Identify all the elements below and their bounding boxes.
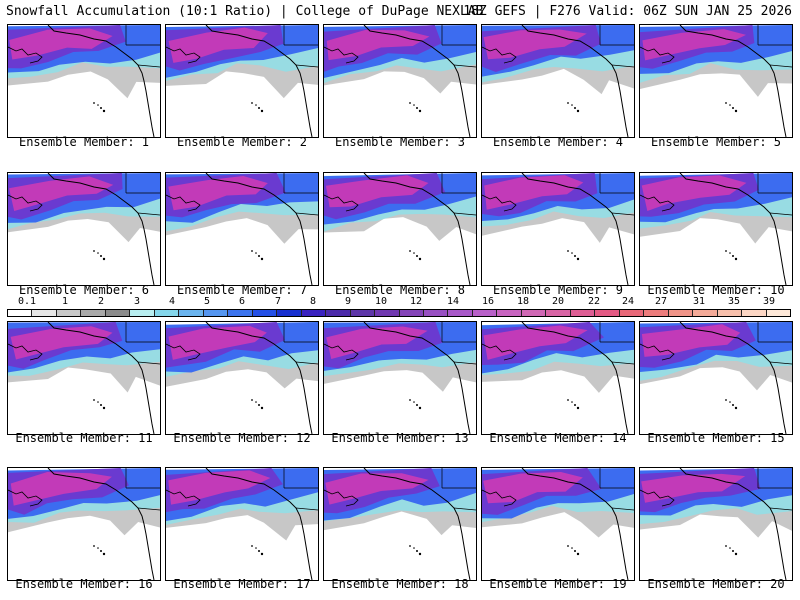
ensemble-member-label: Ensemble Member: 17	[173, 577, 311, 591]
legend-tick-label: 27	[654, 296, 668, 307]
legend-swatch	[546, 310, 571, 316]
legend-swatch	[203, 310, 229, 316]
ensemble-map-panel	[639, 24, 793, 138]
legend-swatch	[81, 310, 106, 316]
ensemble-member-label: Ensemble Member: 9	[492, 283, 624, 297]
legend-swatch	[32, 310, 57, 316]
ensemble-map-panel	[481, 467, 635, 581]
legend-swatch	[56, 310, 82, 316]
legend-swatch	[105, 310, 131, 316]
legend-swatch	[154, 310, 180, 316]
legend-swatch	[130, 310, 155, 316]
ensemble-map-panel	[7, 172, 161, 286]
ensemble-member-label: Ensemble Member: 13	[331, 431, 469, 445]
legend-tick-label: 14	[446, 296, 460, 307]
ensemble-member-label: Ensemble Member: 2	[176, 135, 308, 149]
ensemble-member-label: Ensemble Member: 20	[647, 577, 785, 591]
legend-swatch	[375, 310, 400, 316]
legend-swatch	[252, 310, 278, 316]
legend-swatch	[8, 310, 33, 316]
legend-swatch	[448, 310, 473, 316]
ensemble-map-panel	[639, 467, 793, 581]
legend-tick-label: 8	[309, 296, 317, 307]
ensemble-map-panel	[639, 321, 793, 435]
legend-tick-label: 7	[274, 296, 282, 307]
legend-swatch	[326, 310, 351, 316]
legend-swatch	[179, 310, 204, 316]
ensemble-map-panel	[7, 24, 161, 138]
legend-swatch	[570, 310, 596, 316]
legend-swatch	[619, 310, 645, 316]
ensemble-member-label: Ensemble Member: 8	[334, 283, 466, 297]
ensemble-member-label: Ensemble Member: 18	[331, 577, 469, 591]
legend-swatch	[766, 310, 790, 316]
legend-tick-label: 2	[97, 296, 105, 307]
legend-tick-label: 35	[727, 296, 741, 307]
ensemble-member-label: Ensemble Member: 15	[647, 431, 785, 445]
legend-swatch	[595, 310, 620, 316]
legend-swatch	[399, 310, 424, 316]
ensemble-map-panel	[165, 24, 319, 138]
legend-swatch	[423, 310, 449, 316]
ensemble-map-panel	[323, 467, 477, 581]
legend-tick-label: 4	[168, 296, 176, 307]
ensemble-map-panel	[481, 172, 635, 286]
ensemble-member-label: Ensemble Member: 16	[15, 577, 153, 591]
legend-tick-label: 6	[238, 296, 246, 307]
ensemble-member-label: Ensemble Member: 3	[334, 135, 466, 149]
snowfall-legend	[7, 309, 791, 317]
ensemble-map-panel	[481, 24, 635, 138]
legend-swatch	[301, 310, 327, 316]
legend-tick-label: 1	[61, 296, 69, 307]
ensemble-map-panel	[165, 321, 319, 435]
legend-swatch	[497, 310, 522, 316]
legend-swatch	[521, 310, 547, 316]
ensemble-member-label: Ensemble Member: 5	[650, 135, 782, 149]
ensemble-map-panel	[323, 321, 477, 435]
legend-swatch	[693, 310, 718, 316]
legend-tick-label: 22	[587, 296, 601, 307]
legend-swatch	[228, 310, 253, 316]
legend-tick-label: 3	[133, 296, 141, 307]
legend-tick-label: 5	[203, 296, 211, 307]
legend-tick-label: 18	[516, 296, 530, 307]
ensemble-map-panel	[165, 467, 319, 581]
ensemble-map-panel	[7, 321, 161, 435]
ensemble-map-panel	[639, 172, 793, 286]
legend-tick-label: 31	[692, 296, 706, 307]
legend-tick-labels: 0.1 1 2 3 4 5 6 7 8 9 10 12 14 16 18 20 22 24 27 31 35 39	[7, 296, 791, 308]
legend-swatch	[472, 310, 498, 316]
ensemble-member-label: Ensemble Member: 19	[489, 577, 627, 591]
ensemble-member-label: Ensemble Member: 10	[647, 283, 785, 297]
legend-tick-label: 20	[551, 296, 565, 307]
legend-swatch	[742, 310, 767, 316]
legend-tick-label: 10	[374, 296, 388, 307]
map-title: Snowfall Accumulation (10:1 Ratio) | Col…	[6, 4, 484, 19]
ensemble-member-label: Ensemble Member: 4	[492, 135, 624, 149]
legend-tick-label: 39	[762, 296, 776, 307]
ensemble-member-label: Ensemble Member: 7	[176, 283, 308, 297]
legend-tick-label: 16	[481, 296, 495, 307]
legend-swatch	[717, 310, 743, 316]
legend-tick-label: 12	[409, 296, 423, 307]
ensemble-map-panel	[165, 172, 319, 286]
legend-swatch	[668, 310, 694, 316]
ensemble-map-panel	[7, 467, 161, 581]
legend-swatch	[350, 310, 376, 316]
ensemble-member-label: Ensemble Member: 12	[173, 431, 311, 445]
ensemble-member-label: Ensemble Member: 6	[18, 283, 150, 297]
legend-tick-label: 9	[344, 296, 352, 307]
ensemble-member-label: Ensemble Member: 1	[18, 135, 150, 149]
ensemble-map-panel	[323, 172, 477, 286]
legend-tick-label: 0.1	[17, 296, 37, 307]
ensemble-member-label: Ensemble Member: 14	[489, 431, 627, 445]
ensemble-map-panel	[323, 24, 477, 138]
ensemble-map-panel	[481, 321, 635, 435]
legend-tick-label: 24	[621, 296, 635, 307]
valid-time-label: 18Z GEFS | F276 Valid: 06Z SUN JAN 25 20…	[463, 4, 792, 19]
legend-swatch	[644, 310, 669, 316]
legend-swatch	[277, 310, 302, 316]
ensemble-member-label: Ensemble Member: 11	[15, 431, 153, 445]
